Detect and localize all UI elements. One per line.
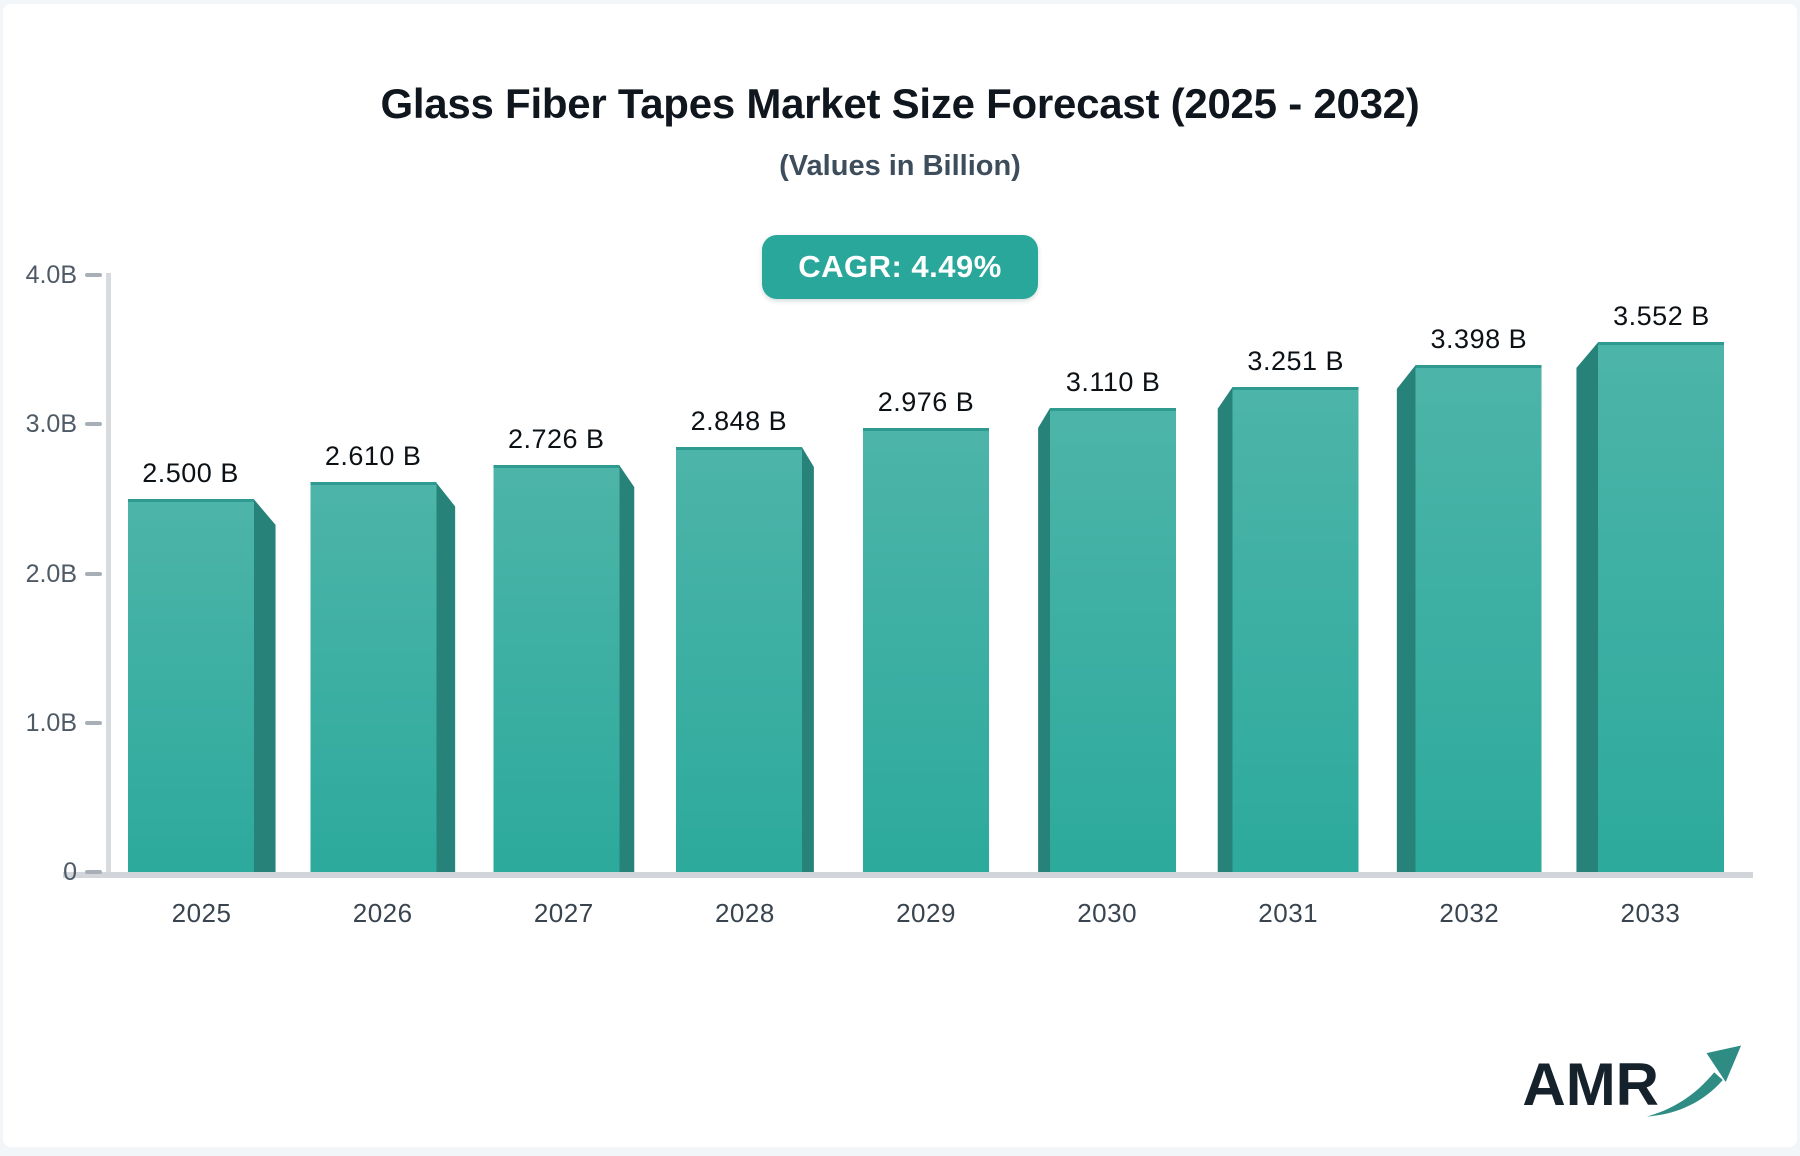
bar-2032: 3.398 B (1396, 324, 1542, 872)
bar-value-label: 2.610 B (324, 441, 422, 472)
bar-2025: 2.500 B (127, 458, 276, 872)
bar-2030: 3.110 B (1038, 367, 1177, 872)
x-axis-label: 2031 (1258, 898, 1319, 928)
y-tick-dash (85, 571, 102, 576)
chart-area: 4.0B 3.0B 2.0B 1.0B 0 2.500 B 2025 2.610 B 2026 2… (26, 261, 1753, 928)
bar-side-face (253, 498, 276, 872)
bar-side-face (619, 465, 635, 872)
y-tick-dash (85, 273, 102, 277)
y-tick-dash (85, 422, 102, 427)
bar-face (863, 427, 989, 872)
bar-face (1050, 407, 1177, 872)
bar-value-label: 3.251 B (1247, 345, 1345, 376)
x-axis-label: 2028 (714, 898, 775, 928)
amr-logo: AMR (1522, 1045, 1743, 1121)
x-axis-baseline (63, 872, 1753, 878)
bar-value-label: 3.398 B (1430, 323, 1528, 354)
x-axis-label: 2033 (1620, 898, 1681, 928)
y-tick-label: 3.0B (25, 410, 77, 439)
bar-face (675, 446, 802, 872)
y-tick-label: 2.0B (25, 559, 77, 588)
bar-face (1415, 364, 1542, 872)
bar-side-face (1396, 364, 1416, 872)
y-tick-label: 4.0B (25, 261, 77, 289)
plot: 4.0B 3.0B 2.0B 1.0B 0 2.500 B 2025 2.610 B 2026 2… (26, 261, 1753, 928)
chart-card: Glass Fiber Tapes Market Size Forecast (… (3, 4, 1797, 1147)
bar-value-label: 3.552 B (1613, 300, 1710, 331)
bar-side-face (801, 446, 814, 872)
y-tick-label: 1.0B (25, 708, 77, 737)
bar-face (1598, 341, 1725, 872)
bar-2026: 2.610 B (310, 441, 456, 872)
x-axis-label: 2025 (171, 898, 232, 928)
y-axis-line (106, 273, 111, 872)
bar-side-face (1038, 407, 1051, 872)
chart-title: Glass Fiber Tapes Market Size Forecast (… (380, 80, 1420, 127)
bar-value-label: 2.848 B (690, 405, 788, 436)
bar-2028: 2.848 B (675, 406, 814, 872)
amr-logo-text: AMR (1522, 1050, 1659, 1118)
x-axis-label: 2029 (896, 898, 956, 928)
x-axis-label: 2026 (352, 898, 413, 928)
y-tick-dash (85, 870, 102, 874)
x-axis-label: 2030 (1077, 898, 1138, 928)
bar-side-face (1217, 386, 1233, 872)
bar-value-label: 2.500 B (142, 457, 239, 488)
bar-side-face (436, 482, 456, 872)
bar-side-face (1576, 341, 1599, 872)
bar-value-label: 3.110 B (1065, 366, 1161, 397)
bar-face (127, 498, 254, 872)
bar-value-label: 2.976 B (877, 386, 975, 417)
bar-2029: 2.976 B (863, 387, 989, 872)
bar-2033: 3.552 B (1576, 301, 1725, 872)
bar-2031: 3.251 B (1217, 346, 1359, 872)
bar-face (1232, 386, 1359, 872)
x-axis-label: 2032 (1439, 898, 1500, 928)
bar-face (310, 482, 437, 872)
x-axis-label: 2027 (533, 898, 594, 928)
bar-face (493, 465, 620, 872)
bar-value-label: 2.726 B (507, 424, 605, 455)
chart-subtitle: (Values in Billion) (779, 150, 1021, 182)
cagr-badge: CAGR: 4.49% (762, 235, 1038, 299)
bar-2027: 2.726 B (493, 424, 635, 872)
y-tick-label: 0 (63, 858, 77, 886)
y-tick-dash (85, 720, 102, 725)
growth-arrow-icon (1647, 1045, 1742, 1117)
